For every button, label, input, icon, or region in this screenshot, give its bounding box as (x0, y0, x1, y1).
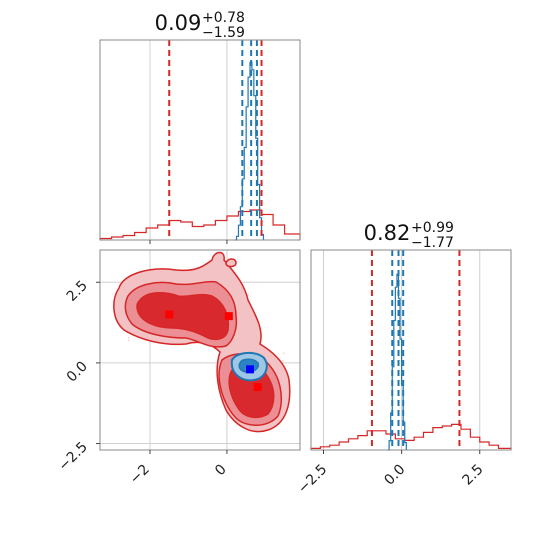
joint-marker-b (246, 365, 254, 374)
hist-y-tick-marks (323, 450, 481, 454)
hist-x-title-value: 0.09 (155, 11, 202, 35)
hist-y-x-tick-label: 2.5 (460, 462, 487, 489)
joint-x-tick-label: 0 (212, 462, 230, 480)
hist-y-x-tick-label: 0.0 (381, 462, 408, 489)
joint-frame (99, 249, 301, 451)
hist-x-series-a (99, 209, 301, 240)
joint-scatter-point (247, 294, 249, 296)
contour-a-island (225, 258, 237, 268)
joint-marker-a (253, 383, 262, 392)
hist-x-series-b (234, 61, 265, 241)
hist-y-quantile-lines (370, 250, 461, 450)
joint-scatter-point (282, 352, 285, 354)
hist-y-title-plus: +0.99 (411, 220, 454, 236)
hist-x-panel: 0.09 +0.78 −1.59 (99, 10, 301, 244)
hist-y-x-tick-label: −2.5 (295, 462, 330, 497)
hist-x-grid (149, 40, 228, 240)
joint-x-tick-label: −2 (127, 462, 153, 488)
hist-y-title-value: 0.82 (364, 221, 411, 245)
joint-scatter-point (127, 339, 130, 342)
hist-x-title: 0.09 (155, 11, 202, 35)
joint-scatter-point (282, 360, 284, 362)
joint-y-tick-label: 0.0 (64, 358, 91, 385)
contour-a-inner (136, 292, 230, 341)
hist-x-quantile-lines (168, 40, 263, 240)
joint-marker-a (165, 310, 174, 319)
joint-tick-marks (96, 281, 228, 454)
joint-marker-a (224, 312, 233, 321)
hist-y-series-a (310, 423, 512, 450)
joint-density-series-a (113, 251, 291, 433)
hist-y-frame (310, 249, 512, 451)
joint-panel: −2 0 −2.5 0.0 2.5 (55, 249, 301, 488)
joint-y-tick-label: −2.5 (55, 439, 90, 474)
hist-y-title-minus: −1.77 (411, 235, 454, 251)
joint-scatter-point (128, 337, 130, 339)
hist-y-panel: −2.5 0.0 2.5 0.82 +0.99 −1.77 (295, 220, 512, 497)
hist-x-title-minus: −1.59 (202, 25, 245, 41)
joint-y-tick-label: 2.5 (64, 278, 91, 305)
hist-x-frame (99, 39, 301, 241)
joint-markers (165, 310, 262, 392)
hist-x-tick-marks (149, 240, 228, 244)
hist-x-title-plus: +0.78 (202, 10, 245, 26)
joint-x-tick-labels: −2 0 (127, 462, 230, 488)
joint-y-tick-labels: −2.5 0.0 2.5 (55, 278, 90, 475)
hist-y-x-tick-labels: −2.5 0.0 2.5 (295, 462, 487, 497)
